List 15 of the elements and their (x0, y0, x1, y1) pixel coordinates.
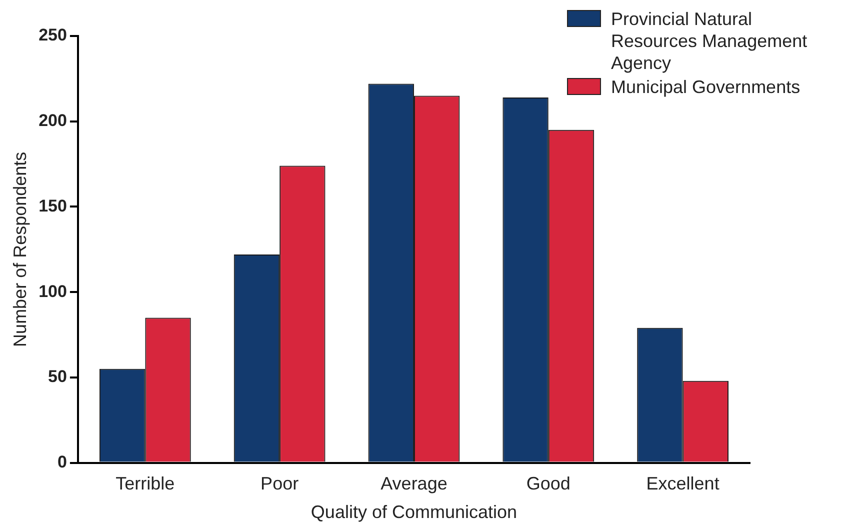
y-tick-label: 100 (38, 282, 67, 301)
y-tick-label: 150 (38, 196, 67, 216)
x-tick-label: Average (380, 474, 448, 494)
x-tick-label: Good (526, 474, 570, 494)
x-axis-title: Quality of Communication (310, 502, 518, 522)
y-axis-title: Number of Respondents (10, 152, 30, 347)
legend-label: Municipal Governments (611, 76, 800, 98)
y-tick-label: 200 (38, 111, 67, 130)
x-tick-label: Terrible (116, 474, 175, 494)
y-tick-label: 250 (38, 26, 67, 45)
legend-label: Provincial Natural Resources Management Agency (611, 8, 808, 74)
x-tick-label: Poor (260, 474, 299, 494)
x-tick-label: Excellent (646, 474, 720, 494)
y-tick-label: 0 (57, 452, 67, 472)
y-tick-label: 50 (48, 367, 67, 386)
